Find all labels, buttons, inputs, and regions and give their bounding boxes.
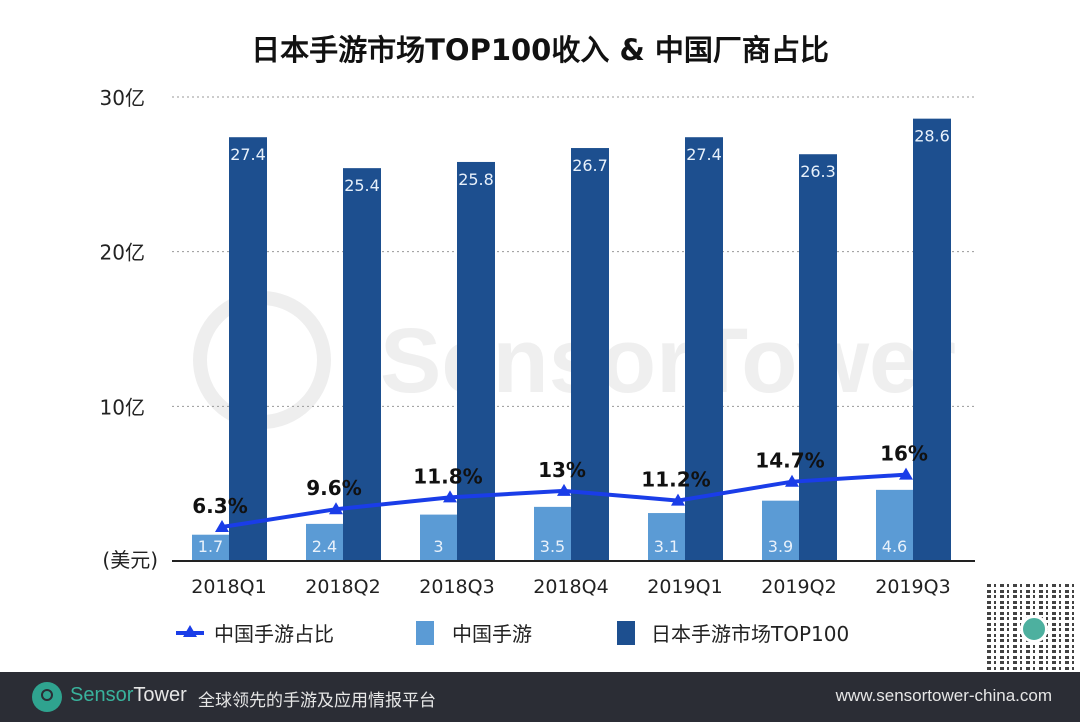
x-tick-label: 2019Q1 <box>647 576 722 598</box>
footer-tagline: 全球领先的手游及应用情报平台 <box>198 691 436 711</box>
line-marker-triangle <box>443 490 457 503</box>
bar-japan-top100 <box>343 168 381 561</box>
legend-label-japan-top100: 日本手游市场TOP100 <box>651 622 849 646</box>
bar-label-china-games: 3 <box>433 537 443 556</box>
y-unit-label: (美元) <box>102 548 158 572</box>
bar-china-games <box>534 506 571 561</box>
line-marker-triangle <box>215 520 229 533</box>
legend-label-china-games: 中国手游 <box>452 622 532 646</box>
line-data-label: 9.6% <box>306 476 361 500</box>
bar-label-china-games: 3.5 <box>540 537 565 556</box>
bar-label-japan-top100: 28.6 <box>914 127 950 146</box>
line-data-label: 11.8% <box>413 464 482 488</box>
bar-label-china-games: 2.4 <box>312 537 337 556</box>
bar-label-japan-top100: 27.4 <box>230 145 266 164</box>
footer-brand: SensorTower <box>70 684 187 706</box>
line-marker-triangle <box>899 467 913 480</box>
chart-title: 日本手游市场TOP100收入 & 中国厂商占比 <box>251 33 829 67</box>
line-marker-triangle <box>557 483 571 496</box>
bar-china-games <box>876 489 913 561</box>
x-tick-label: 2018Q2 <box>305 576 380 598</box>
footer-url[interactable]: www.sensortower-china.com <box>835 686 1052 705</box>
line-marker-triangle <box>785 474 799 487</box>
bar-china-games <box>762 500 799 561</box>
bar-label-china-games: 3.1 <box>654 537 679 556</box>
bar-label-china-games: 3.9 <box>768 537 793 556</box>
bar-label-japan-top100: 25.4 <box>344 176 380 195</box>
x-tick-label: 2018Q1 <box>191 576 266 598</box>
bar-china-games <box>648 513 685 561</box>
bar-japan-top100 <box>457 161 495 561</box>
bar-japan-top100 <box>913 118 951 562</box>
bar-label-japan-top100: 25.8 <box>458 170 494 189</box>
qr-logo-icon <box>1020 615 1048 643</box>
x-tick-label: 2018Q4 <box>533 576 608 598</box>
y-tick-label: 20亿 <box>100 241 145 265</box>
qr-code <box>987 582 1075 670</box>
legend-triangle-icon <box>183 625 197 637</box>
x-tick-label: 2019Q3 <box>875 576 950 598</box>
bar-label-china-games: 4.6 <box>882 537 907 556</box>
y-tick-label: 10亿 <box>100 395 145 419</box>
legend-label-share: 中国手游占比 <box>214 622 334 646</box>
legend-swatch-china-games <box>416 621 434 645</box>
line-marker-triangle <box>671 493 685 506</box>
bar-japan-top100 <box>799 154 837 561</box>
line-data-label: 13% <box>538 458 586 482</box>
bar-japan-top100 <box>229 137 267 562</box>
x-tick-label: 2018Q3 <box>419 576 494 598</box>
sensortower-logo-icon <box>32 682 62 712</box>
bar-china-games <box>192 534 229 561</box>
bar-japan-top100 <box>685 137 723 562</box>
line-data-label: 14.7% <box>755 449 824 473</box>
line-data-label: 16% <box>880 442 928 466</box>
bar-label-china-games: 1.7 <box>198 537 223 556</box>
bar-china-games <box>420 514 457 561</box>
line-data-label: 11.2% <box>641 468 710 492</box>
bar-label-japan-top100: 26.3 <box>800 162 836 181</box>
bar-japan-top100 <box>571 148 609 562</box>
line-data-label: 6.3% <box>192 494 247 518</box>
line-marker-triangle <box>329 502 343 515</box>
bar-label-japan-top100: 27.4 <box>686 145 722 164</box>
legend-swatch-japan-top100 <box>617 621 635 645</box>
x-tick-label: 2019Q2 <box>761 576 836 598</box>
bar-label-japan-top100: 26.7 <box>572 156 608 175</box>
footer: SensorTower 全球领先的手游及应用情报平台 www.sensortow… <box>0 672 1080 722</box>
bar-china-games <box>306 523 343 561</box>
y-tick-label: 30亿 <box>100 86 145 110</box>
